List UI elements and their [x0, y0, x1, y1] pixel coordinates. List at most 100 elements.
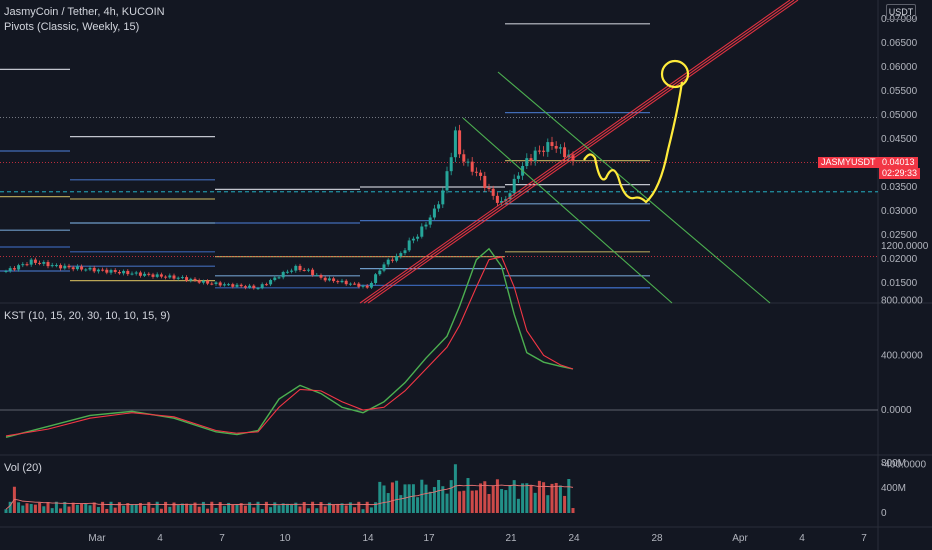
candle-body [50, 265, 54, 267]
candle-body [214, 282, 218, 284]
volume-bar [449, 480, 453, 513]
candle-body [445, 171, 449, 191]
volume-bar [504, 490, 508, 513]
volume-bar [185, 503, 189, 513]
volume-bar [92, 502, 96, 513]
candle-body [479, 172, 483, 176]
candle-body [134, 272, 138, 274]
candle-body [336, 281, 340, 283]
volume-bar [277, 505, 281, 513]
candle-body [67, 265, 71, 268]
volume-bar [80, 503, 84, 513]
candle-body [462, 154, 466, 162]
volume-bar [521, 483, 525, 513]
price-tick-label: 0.03000 [881, 206, 918, 217]
volume-bar [214, 507, 218, 513]
candle-body [252, 285, 256, 289]
volume-bar [193, 502, 197, 513]
volume-indicator-label[interactable]: Vol (20) [4, 462, 42, 474]
volume-bar [432, 487, 436, 513]
volume-bar [273, 502, 277, 513]
time-tick-label: 14 [362, 533, 374, 544]
candle-body [315, 274, 319, 276]
volume-bar [558, 485, 562, 513]
volume-bar [197, 506, 201, 513]
pivots-indicator-label[interactable]: Pivots (Classic, Weekly, 15) [4, 21, 140, 33]
volume-bar [117, 502, 121, 513]
candle-body [466, 161, 470, 163]
time-tick-label: 21 [505, 533, 517, 544]
candle-body [491, 188, 495, 196]
volume-bar [151, 507, 155, 513]
volume-bar [567, 478, 571, 513]
volume-bar [227, 502, 231, 513]
volume-bar [231, 504, 235, 513]
symbol-price-tag: JASMYUSDT [818, 157, 879, 168]
volume-bar [361, 509, 365, 513]
volume-bar [159, 508, 163, 513]
time-tick-label: Mar [88, 533, 106, 544]
red-channel-line [367, 0, 799, 304]
candle-body [113, 270, 117, 272]
candle-body [357, 283, 361, 287]
time-tick-label: 4 [799, 533, 805, 544]
candle-body [17, 265, 21, 270]
price-candles [4, 124, 575, 290]
volume-bar [470, 490, 474, 513]
volume-bar [445, 493, 449, 513]
kst-tick-label: 400.0000 [881, 350, 923, 361]
red-channel-line [363, 0, 795, 304]
volume-bar [50, 508, 54, 513]
candle-body [285, 271, 289, 273]
volume-bar [411, 484, 415, 513]
candle-body [298, 265, 302, 270]
volume-bar [248, 502, 252, 513]
currency-button[interactable]: USDT [886, 4, 916, 20]
candle-body [403, 250, 407, 254]
volume-tick-label: 800M [881, 458, 906, 469]
red-channel-line [359, 0, 791, 304]
candle-body [558, 147, 562, 149]
candle-body [96, 269, 100, 272]
candle-body [105, 269, 109, 273]
volume-bar [311, 501, 315, 513]
candle-body [180, 277, 184, 279]
time-tick-label: 10 [279, 533, 291, 544]
candle-body [185, 277, 189, 281]
volume-bar [298, 506, 302, 513]
candle-body [542, 150, 546, 152]
volume-bar [369, 507, 373, 513]
candle-body [117, 271, 121, 274]
countdown-tag: 02:29:33 [879, 168, 921, 179]
price-tick-label: 0.03500 [881, 182, 918, 193]
volume-bar [67, 506, 71, 513]
volume-tick-label: 400M [881, 483, 906, 494]
candle-body [143, 273, 147, 276]
reference-levels [0, 117, 878, 257]
kst-tick-label: 800.0000 [881, 296, 923, 307]
volume-bar [8, 501, 12, 513]
kst-tick-label: -400.0000 [881, 460, 926, 471]
volume-bar [390, 482, 394, 513]
candle-body [344, 280, 348, 285]
candle-body [88, 267, 92, 270]
candle-body [21, 264, 25, 266]
candle-body [176, 277, 180, 279]
volume-bar [500, 489, 504, 513]
candle-body [369, 283, 373, 288]
pivot-levels [0, 23, 650, 289]
volume-bar [474, 490, 478, 513]
volume-bar [38, 502, 42, 513]
candle-body [130, 273, 134, 275]
candle-body [546, 142, 550, 152]
kst-indicator-label[interactable]: KST (10, 15, 20, 30, 10, 10, 15, 9) [4, 310, 171, 322]
candle-body [264, 284, 268, 286]
candle-body [386, 259, 390, 265]
candle-body [231, 284, 235, 287]
candle-body [235, 284, 239, 287]
volume-bar [487, 494, 491, 513]
candle-body [197, 280, 201, 283]
volume-bar [323, 506, 327, 513]
candle-body [12, 268, 16, 270]
